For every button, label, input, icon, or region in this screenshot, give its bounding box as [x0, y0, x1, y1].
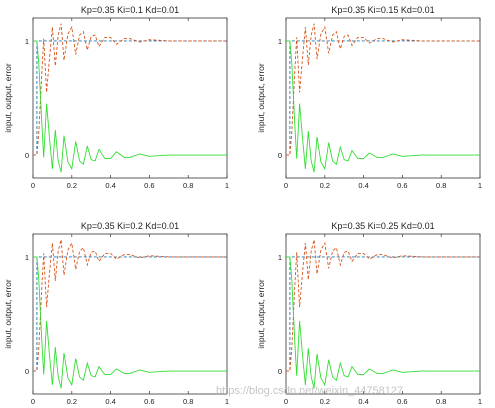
y-tick-label: 0	[25, 151, 29, 160]
x-tick-label: 1	[225, 397, 229, 406]
x-tick-label: 0	[284, 181, 288, 190]
x-tick-label: 0.2	[320, 397, 330, 406]
axes-frame	[32, 233, 228, 395]
x-tick-label: 0.6	[397, 181, 407, 190]
series-output-line	[33, 239, 227, 372]
x-tick-label: 0.2	[67, 397, 77, 406]
y-tick-label: 0	[278, 151, 282, 160]
y-tick-label: 1	[25, 253, 29, 262]
series-input-line	[33, 40, 227, 156]
axes-frame	[32, 17, 228, 179]
subplot-2: Kp=0.35 Ki=0.15 Kd=0.01 input, output, er…	[256, 5, 482, 190]
series-error-line	[286, 256, 480, 389]
chart-title: Kp=0.35 Ki=0.15 Kd=0.01	[331, 5, 434, 15]
y-tick-label: 1	[278, 253, 282, 262]
x-tick-label: 0.6	[144, 181, 154, 190]
x-tick-label: 0.2	[320, 181, 330, 190]
y-tick-label: 0	[278, 367, 282, 376]
x-tick-label: 0	[31, 181, 35, 190]
x-tick-label: 0.8	[436, 397, 446, 406]
x-tick-label: 0.8	[183, 181, 193, 190]
y-axis-label: input, output, error	[256, 63, 266, 133]
y-tick-label: 1	[278, 37, 282, 46]
x-tick-label: 0.4	[358, 181, 368, 190]
x-tick-label: 0.4	[105, 181, 115, 190]
series-output-line	[286, 239, 480, 372]
x-tick-label: 1	[478, 397, 482, 406]
x-tick-label: 0.6	[144, 397, 154, 406]
series-output-line	[286, 23, 480, 156]
series-error-line	[286, 40, 480, 173]
y-axis-label: input, output, error	[256, 279, 266, 349]
axes-frame	[285, 233, 481, 395]
series-error-line	[33, 40, 227, 173]
watermark: https://blog.csdn.net/weixin_44758127	[216, 385, 403, 397]
x-tick-label: 0.4	[358, 397, 368, 406]
y-tick-label: 0	[25, 367, 29, 376]
x-tick-label: 0	[31, 397, 35, 406]
series-error-line	[33, 256, 227, 389]
subplot-3: Kp=0.35 Ki=0.2 Kd=0.01 input, output, err…	[3, 221, 229, 406]
series-input-line	[286, 40, 480, 156]
chart-title: Kp=0.35 Ki=0.2 Kd=0.01	[81, 221, 179, 231]
x-tick-label: 0.8	[183, 397, 193, 406]
subplot-4: Kp=0.35 Ki=0.25 Kd=0.01 input, output, er…	[256, 221, 482, 406]
axes-frame	[285, 17, 481, 179]
subplot-1: Kp=0.35 Ki=0.1 Kd=0.01 input, output, err…	[3, 5, 229, 190]
subplot-grid: Kp=0.35 Ki=0.1 Kd=0.01 input, output, err…	[3, 5, 482, 406]
chart-title: Kp=0.35 Ki=0.1 Kd=0.01	[81, 5, 179, 15]
x-tick-label: 0.2	[67, 181, 77, 190]
x-tick-label: 1	[478, 181, 482, 190]
x-tick-label: 0.6	[397, 397, 407, 406]
y-axis-label: input, output, error	[3, 279, 13, 349]
x-tick-label: 0.4	[105, 397, 115, 406]
x-tick-label: 0	[284, 397, 288, 406]
y-axis-label: input, output, error	[3, 63, 13, 133]
chart-title: Kp=0.35 Ki=0.25 Kd=0.01	[331, 221, 434, 231]
series-output-line	[33, 23, 227, 156]
x-tick-label: 1	[225, 181, 229, 190]
series-input-line	[33, 256, 227, 372]
y-tick-label: 1	[25, 37, 29, 46]
x-tick-label: 0.8	[436, 181, 446, 190]
series-input-line	[286, 256, 480, 372]
